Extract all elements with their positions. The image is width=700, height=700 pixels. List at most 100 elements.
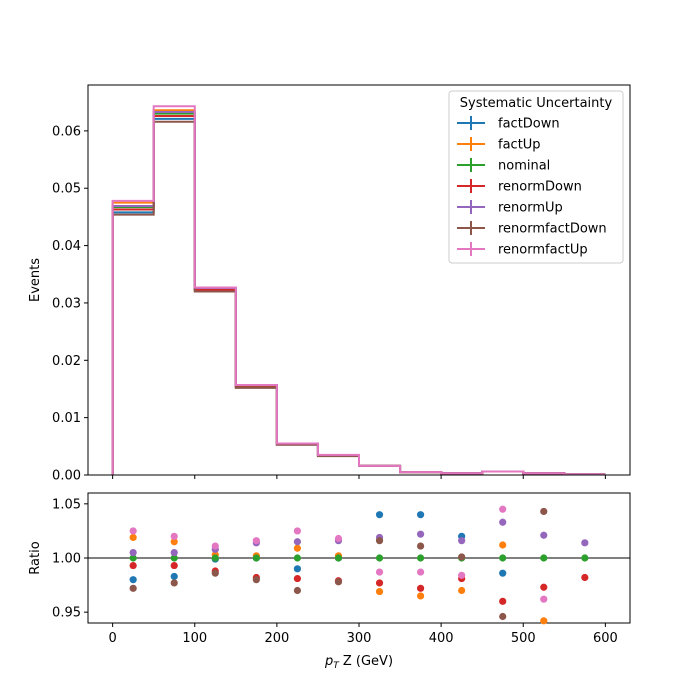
ratio-point-renormfactDown — [334, 578, 343, 586]
ratio-point-nominal — [375, 554, 384, 562]
ratio-x-ticks: 0 100 200 300 400 500 600 — [108, 623, 618, 646]
ratio-point-nominal — [252, 554, 260, 562]
ratio-panel: 0.95 1.00 1.05 0 100 200 300 400 500 600 Ratio p… — [28, 492, 631, 671]
ratio-point-renormDown — [540, 583, 548, 591]
ratio-point-nominal — [293, 554, 302, 562]
ratio-point-renormDown — [293, 574, 302, 583]
ratio-point-renormfactUp — [252, 537, 260, 545]
legend-entry-renormUp: renormUp — [457, 200, 563, 216]
legend-title: Systematic Uncertainty — [460, 96, 613, 111]
ratio-point-nominal — [581, 554, 589, 562]
ratio-x-tick-label: 0 — [108, 631, 116, 646]
histogram-y-tick-label: 0.02 — [52, 354, 81, 369]
ratio-point-factDown — [375, 511, 384, 519]
legend-label: factDown — [498, 117, 560, 132]
ratio-point-renormUp — [293, 538, 302, 546]
ratio-point-renormfactUp — [334, 534, 343, 543]
ratio-point-renormfactDown — [129, 584, 137, 592]
ratio-points-group — [129, 505, 589, 625]
histogram-y-axis-label: Events — [28, 258, 43, 302]
ratio-point-renormfactUp — [458, 571, 466, 579]
histogram-y-tick-label: 0.06 — [52, 124, 81, 139]
legend-entry-factDown: factDown — [457, 116, 560, 132]
ratio-point-renormfactUp — [499, 505, 507, 513]
ratio-x-tick-label: 200 — [264, 631, 289, 646]
ratio-point-renormDown — [416, 584, 425, 592]
ratio-point-renormDown — [170, 561, 178, 570]
histogram-y-ticks: 0.00 0.01 0.02 0.03 0.04 0.05 0.06 — [52, 124, 88, 484]
ratio-y-axis-label: Ratio — [28, 541, 43, 574]
legend-entry-renormfactUp: renormfactUp — [457, 242, 588, 258]
ratio-point-factUp — [458, 586, 466, 595]
histogram-y-tick-label: 0.03 — [52, 296, 81, 311]
histogram-y-tick-label: 0.01 — [52, 411, 81, 426]
ratio-point-renormfactDown — [540, 507, 548, 516]
ratio-x-tick-label: 400 — [429, 631, 454, 646]
ratio-point-renormfactUp — [416, 568, 425, 576]
ratio-point-renormDown — [129, 561, 137, 570]
ratio-point-renormUp — [416, 530, 425, 538]
ratio-point-factDown — [499, 569, 507, 577]
ratio-point-renormfactDown — [416, 542, 425, 550]
ratio-point-nominal — [129, 554, 137, 562]
histogram-x-ticks — [112, 475, 606, 479]
ratio-point-nominal — [170, 554, 178, 562]
ratio-y-ticks: 0.95 1.00 1.05 — [52, 497, 88, 621]
ratio-y-tick-label: 1.05 — [52, 497, 81, 512]
legend-entry-nominal: nominal — [457, 158, 550, 174]
legend-label: nominal — [498, 159, 550, 174]
ratio-y-tick-label: 1.00 — [52, 552, 81, 567]
ratio-point-factDown — [129, 576, 137, 584]
legend-entry-renormfactDown: renormfactDown — [457, 221, 607, 237]
ratio-point-renormUp — [458, 537, 466, 545]
ratio-point-renormfactDown — [293, 586, 302, 595]
ratio-point-renormDown — [499, 597, 507, 605]
ratio-point-renormfactUp — [293, 527, 302, 535]
legend-box — [448, 90, 624, 264]
histogram-y-tick-label: 0.04 — [52, 239, 81, 254]
ratio-point-factUp — [540, 617, 548, 625]
ratio-point-nominal — [211, 554, 219, 562]
legend-entry-renormDown: renormDown — [457, 179, 582, 195]
ratio-point-nominal — [499, 554, 507, 562]
ratio-point-renormUp — [540, 531, 548, 539]
legend-entry-factUp: factUp — [457, 137, 541, 153]
ratio-point-renormUp — [129, 548, 137, 557]
ratio-point-factUp — [375, 587, 384, 596]
histogram-y-tick-label: 0.05 — [52, 182, 81, 197]
ratio-point-renormfactDown — [375, 537, 384, 545]
ratio-point-renormUp — [170, 548, 178, 557]
ratio-point-renormfactUp — [211, 542, 219, 550]
ratio-point-renormfactUp — [129, 527, 137, 535]
ratio-point-renormfactUp — [540, 595, 548, 603]
ratio-point-nominal — [416, 554, 425, 562]
legend-label: renormfactDown — [498, 222, 607, 237]
legend-label: factUp — [498, 138, 541, 153]
x-axis-label: pT Z (GeV) — [324, 654, 393, 671]
ratio-point-factUp — [416, 592, 425, 600]
ratio-point-renormDown — [581, 573, 589, 582]
ratio-point-factDown — [293, 565, 302, 573]
ratio-point-renormUp — [581, 539, 589, 547]
ratio-point-factUp — [129, 533, 137, 542]
ratio-x-tick-label: 300 — [347, 631, 372, 646]
ratio-point-factUp — [170, 538, 178, 546]
ratio-point-renormfactDown — [458, 553, 466, 561]
ratio-x-tick-label: 500 — [511, 631, 536, 646]
ratio-y-tick-label: 0.95 — [52, 606, 81, 621]
legend-label: renormDown — [498, 180, 582, 195]
ratio-point-factDown — [416, 511, 425, 519]
legend: Systematic Uncertainty factDown factUp nom… — [448, 90, 624, 264]
ratio-point-renormfactDown — [170, 579, 178, 587]
ratio-point-factUp — [499, 541, 507, 549]
ratio-point-renormfactDown — [211, 569, 219, 577]
legend-label: renormUp — [498, 201, 563, 216]
legend-label: renormfactUp — [498, 243, 588, 258]
ratio-x-tick-label: 100 — [182, 631, 207, 646]
ratio-point-renormDown — [375, 579, 384, 587]
ratio-point-renormUp — [499, 518, 507, 526]
histogram-series-group — [111, 105, 606, 476]
histogram-y-tick-label: 0.00 — [52, 469, 81, 484]
ratio-point-renormfactDown — [499, 612, 507, 621]
